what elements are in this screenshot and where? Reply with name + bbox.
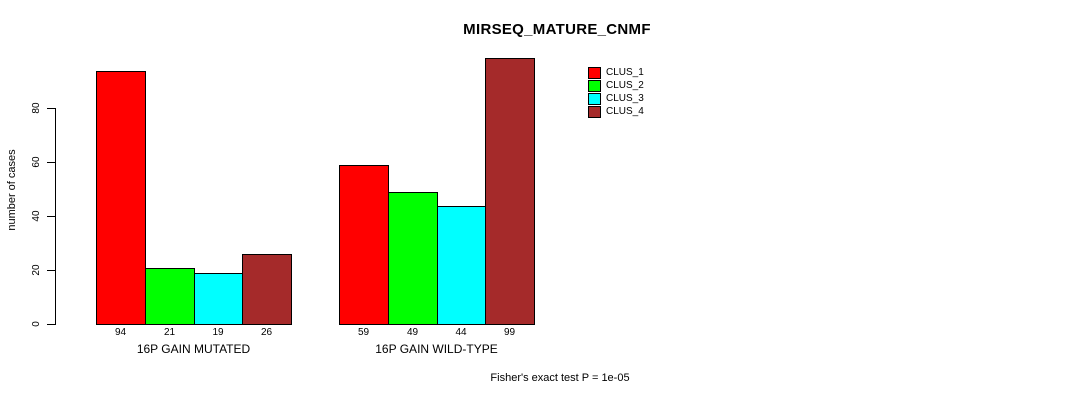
y-axis-tick [47, 324, 55, 325]
y-axis-tick-label: 60 [31, 156, 42, 168]
y-axis-tick-label: 20 [31, 264, 42, 276]
y-axis-tick-label: 40 [31, 210, 42, 222]
legend-row: CLUS_2 [588, 79, 644, 92]
y-axis-tick-label: 0 [31, 321, 42, 327]
bar-value-label: 26 [260, 327, 273, 338]
bar-value-label: 44 [455, 327, 467, 338]
legend-row: CLUS_3 [588, 92, 644, 105]
bar-value-label: 94 [114, 327, 127, 338]
bar-clus_3-1 [194, 273, 243, 325]
bar-clus_4-1 [242, 254, 292, 325]
legend-swatch-clus_2 [588, 79, 601, 92]
y-axis-line [55, 108, 56, 325]
legend-row: CLUS_4 [588, 105, 644, 118]
y-axis-tick [47, 162, 55, 163]
legend-label: CLUS_2 [606, 80, 644, 91]
bar-value-label: 59 [357, 327, 370, 338]
bar-clus_1-1 [96, 71, 146, 325]
y-axis-tick [47, 216, 55, 217]
legend-label: CLUS_3 [606, 93, 644, 104]
legend-row: CLUS_1 [588, 66, 644, 79]
bar-value-label: 99 [503, 327, 516, 338]
legend: CLUS_1 CLUS_2 CLUS_3 CLUS_4 [588, 66, 644, 118]
chart-title: MIRSEQ_MATURE_CNMF [463, 21, 651, 38]
legend-label: CLUS_1 [606, 67, 644, 78]
bar-value-label: 21 [163, 327, 176, 338]
legend-swatch-clus_4 [588, 105, 601, 118]
y-axis-tick [47, 108, 55, 109]
bar-clus_2-1 [145, 268, 195, 325]
bar-value-label: 19 [212, 327, 224, 338]
legend-label: CLUS_4 [606, 106, 644, 117]
bar-clus_4-2 [485, 58, 535, 325]
annotation-text: Fisher's exact test P = 1e-05 [490, 372, 630, 384]
bar-clus_3-2 [437, 206, 486, 325]
y-axis-tick-label: 80 [31, 102, 42, 114]
legend-swatch-clus_3 [588, 92, 601, 105]
x-axis-category-label: 16P GAIN MUTATED [136, 342, 251, 356]
legend-swatch-clus_1 [588, 66, 601, 79]
bar-value-label: 49 [406, 327, 419, 338]
y-axis-tick [47, 270, 55, 271]
bar-clus_2-2 [388, 192, 438, 325]
bar-clus_1-2 [339, 165, 389, 325]
x-axis-category-label: 16P GAIN WILD-TYPE [375, 342, 498, 356]
